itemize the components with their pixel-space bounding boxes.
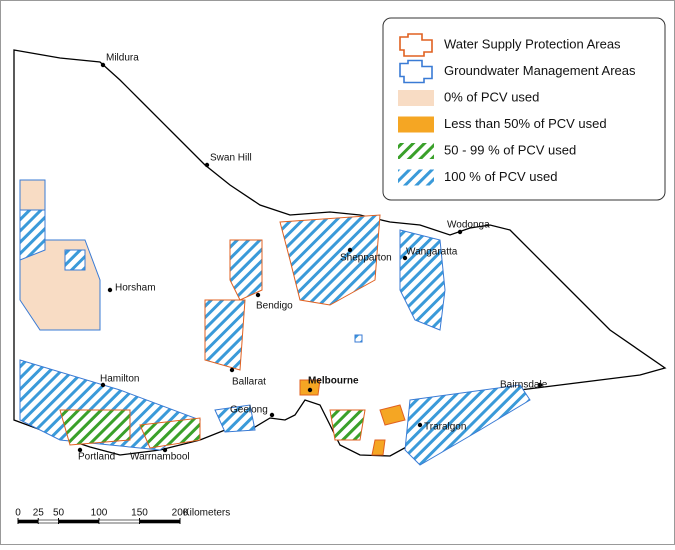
scale-segment [98,519,140,524]
place-label: Ballarat [232,377,266,388]
legend-swatch [398,116,434,133]
area [404,384,531,466]
scale-label: 150 [131,508,148,519]
legend-swatch [398,143,434,159]
legend-label: Groundwater Management Areas [444,63,636,78]
place-label: Shepparton [340,253,392,264]
legend-label: Less than 50% of PCV used [444,116,607,131]
legend-swatch [398,169,434,186]
legend-swatch [399,59,433,84]
area [329,409,366,441]
place-label: Melbourne [308,376,359,387]
place-label: Mildura [106,53,139,64]
scale-segment [37,519,59,524]
place-dot [402,255,408,261]
place-dot [269,412,275,418]
place-dot [77,447,83,453]
place-label: Bairnsdale [500,380,548,391]
place-dot [100,382,106,388]
place-dot [100,62,106,68]
area [139,417,201,449]
area [64,249,86,271]
place-label: Bendigo [256,301,293,312]
legend-label: 0% of PCV used [444,89,539,104]
place-dot [347,247,353,253]
scale-label: 25 [33,508,45,519]
scale-segment [17,519,39,524]
place-dot [204,162,210,168]
area [279,214,381,306]
scale-unit: Kilometers [183,508,230,519]
place-dot [537,382,543,388]
scale-segment [139,519,181,524]
scale-label: 200 [172,508,189,519]
place-label: Portland [78,452,115,463]
area [229,239,263,301]
area [371,439,386,456]
legend-label: 50 - 99 % of PCV used [444,142,576,157]
place-label: Swan Hill [210,153,252,164]
legend-label: 100 % of PCV used [444,169,557,184]
place-dot [255,292,261,298]
legend-label: Water Supply Protection Areas [444,36,621,51]
place-label: Wangaratta [406,247,458,258]
place-dot [229,367,235,373]
place-dot [107,287,113,293]
place-dot [457,229,463,235]
place-label: Wodonga [447,220,490,231]
area [354,334,363,343]
place-label: Horsham [115,283,156,294]
area [19,209,46,261]
legend-box [382,17,666,201]
place-label: Geelong [230,405,268,416]
place-label: Warrnambool [130,452,190,463]
legend-swatch [399,33,433,57]
legend-swatch [398,90,434,106]
place-dot [417,422,423,428]
scale-label: 0 [15,508,21,519]
place-label: Traralgon [424,422,466,433]
area [299,379,321,396]
area [379,404,406,426]
place-dot [162,447,168,453]
scale-segment [58,519,100,524]
place-label: Hamilton [100,374,139,385]
area [214,404,256,433]
place-dot [307,387,313,393]
scale-label: 50 [53,508,65,519]
area [399,229,446,331]
area [59,409,131,446]
area [204,299,246,371]
scale-label: 100 [91,508,108,519]
